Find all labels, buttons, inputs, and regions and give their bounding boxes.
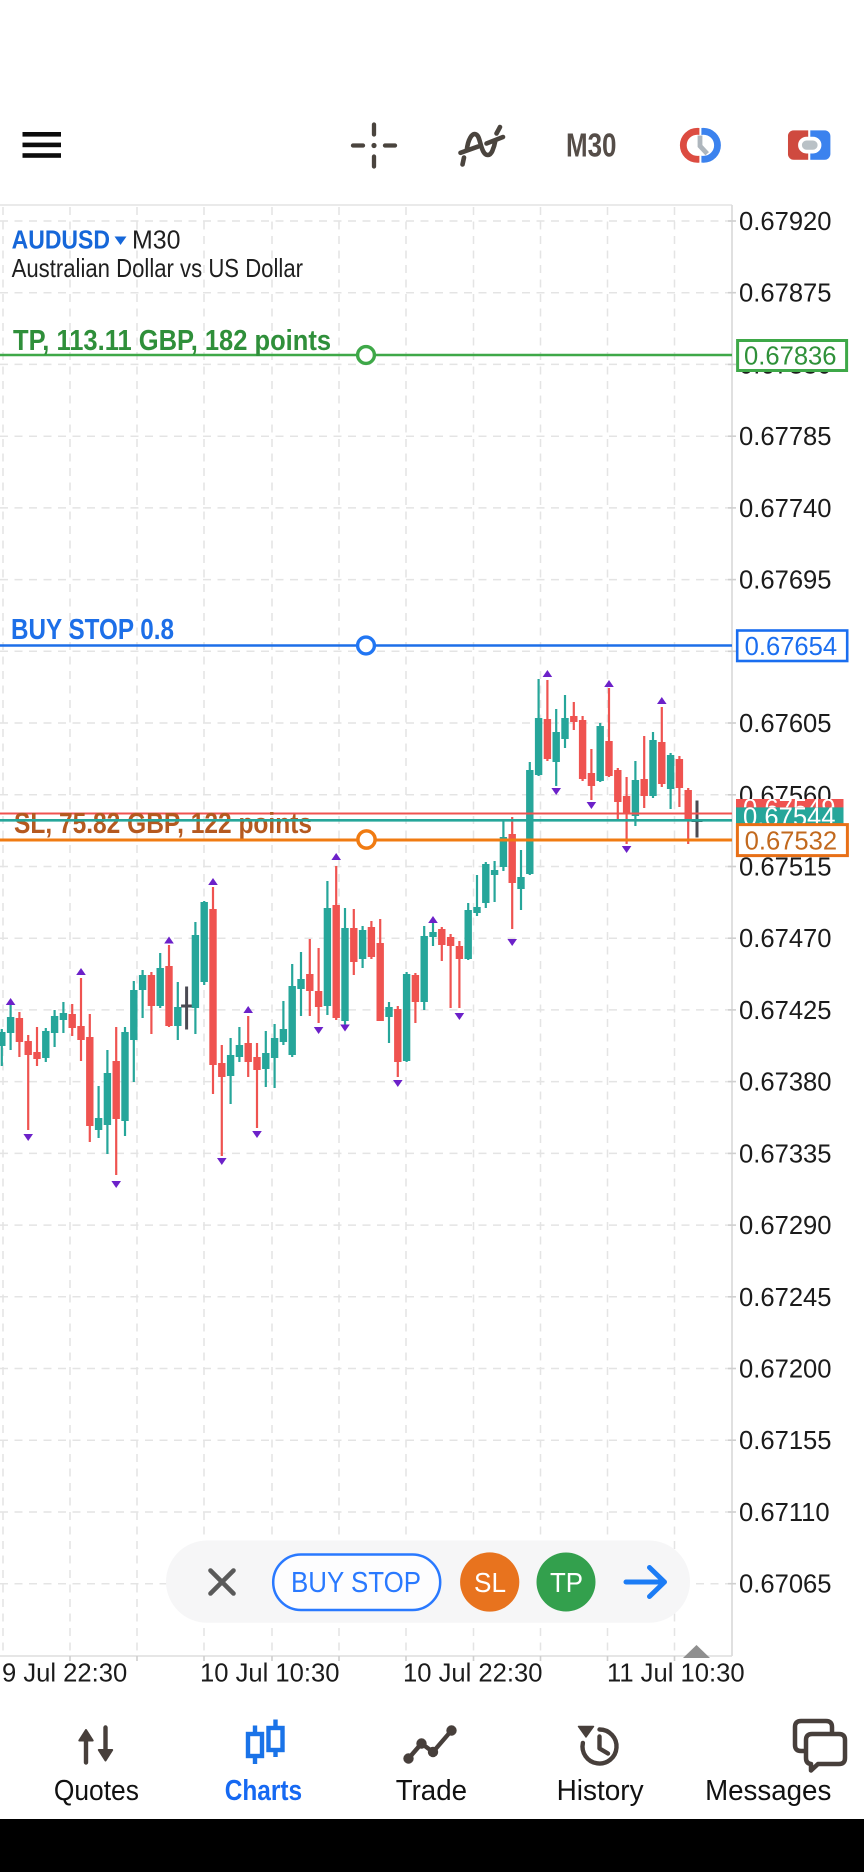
- svg-text:0.67470: 0.67470: [739, 925, 832, 953]
- svg-text:Messages: Messages: [705, 1775, 831, 1807]
- svg-text:0.67335: 0.67335: [739, 1140, 832, 1168]
- svg-text:TP: TP: [550, 1567, 583, 1598]
- svg-text:Charts: Charts: [225, 1775, 302, 1807]
- svg-text:0.67654: 0.67654: [745, 633, 838, 661]
- svg-text:SL: SL: [474, 1567, 506, 1598]
- svg-text:0.67200: 0.67200: [739, 1356, 832, 1384]
- svg-text:TP, 113.11 GBP, 182 points: TP, 113.11 GBP, 182 points: [13, 325, 331, 357]
- svg-text:0.67920: 0.67920: [739, 208, 832, 236]
- svg-text:10 Jul 22:30: 10 Jul 22:30: [403, 1660, 542, 1688]
- svg-text:0.67065: 0.67065: [739, 1571, 832, 1599]
- svg-text:Quotes: Quotes: [54, 1775, 139, 1807]
- svg-text:0.67290: 0.67290: [739, 1212, 832, 1240]
- svg-text:BUY STOP 0.8: BUY STOP 0.8: [11, 614, 174, 646]
- svg-text:0.67549: 0.67549: [743, 795, 836, 823]
- svg-text:0.67515: 0.67515: [739, 854, 832, 882]
- svg-text:0.67380: 0.67380: [739, 1069, 832, 1097]
- svg-text:AUDUSD: AUDUSD: [12, 225, 110, 255]
- svg-text:10 Jul 10:30: 10 Jul 10:30: [200, 1660, 339, 1688]
- svg-text:Australian Dollar vs US Dollar: Australian Dollar vs US Dollar: [12, 253, 304, 283]
- svg-text:0.67785: 0.67785: [739, 423, 832, 451]
- svg-text:0.67836: 0.67836: [744, 343, 837, 371]
- svg-text:BUY STOP: BUY STOP: [291, 1567, 421, 1599]
- svg-text:0.67425: 0.67425: [739, 997, 832, 1025]
- svg-text:9 Jul 22:30: 9 Jul 22:30: [2, 1660, 127, 1688]
- svg-text:SL, 75.82 GBP, 122 points: SL, 75.82 GBP, 122 points: [14, 808, 312, 840]
- svg-text:0.67155: 0.67155: [739, 1427, 832, 1455]
- svg-text:M30: M30: [132, 225, 181, 255]
- svg-text:0.67245: 0.67245: [739, 1284, 832, 1312]
- svg-text:0.67875: 0.67875: [739, 280, 832, 308]
- svg-text:History: History: [557, 1775, 644, 1807]
- svg-text:11 Jul 10:30: 11 Jul 10:30: [607, 1660, 745, 1688]
- svg-text:M30: M30: [566, 127, 617, 164]
- svg-text:0.67740: 0.67740: [739, 495, 832, 523]
- svg-text:Trade: Trade: [396, 1775, 467, 1807]
- svg-text:0.67532: 0.67532: [745, 828, 838, 856]
- svg-text:0.67110: 0.67110: [739, 1499, 830, 1527]
- svg-text:0.67695: 0.67695: [739, 567, 832, 595]
- svg-text:0.67605: 0.67605: [739, 710, 832, 738]
